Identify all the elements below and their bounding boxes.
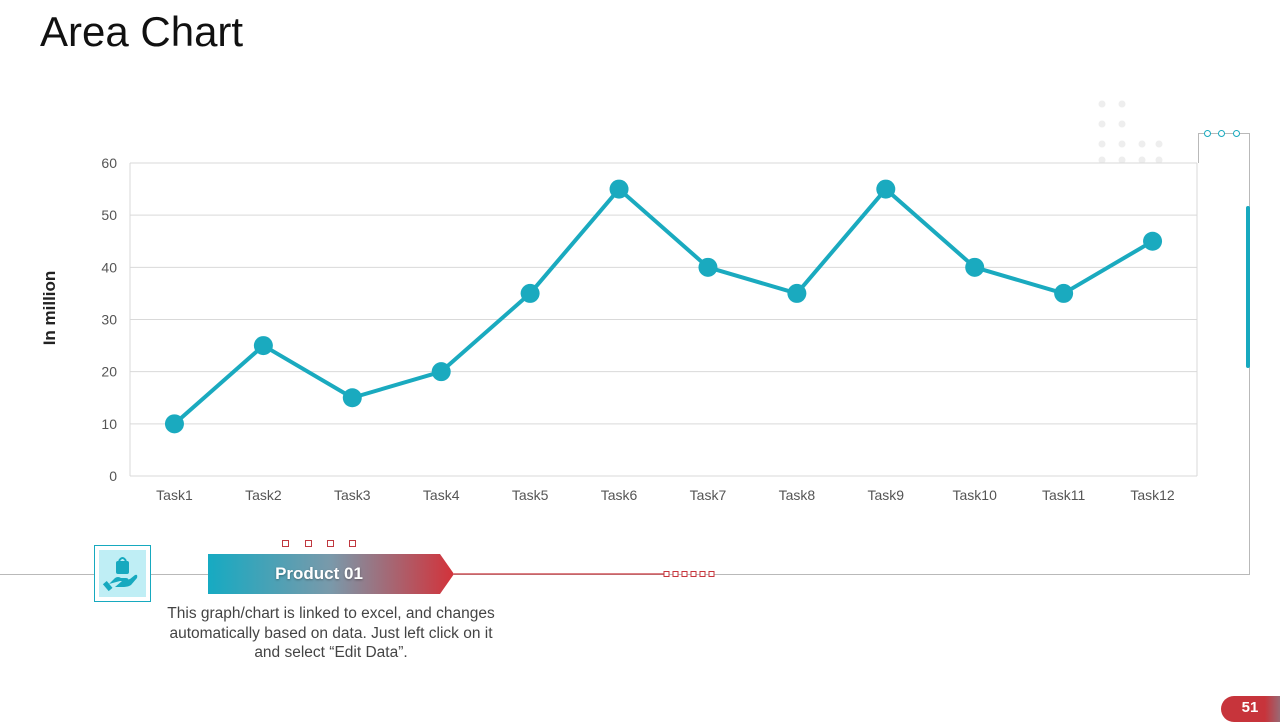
hand-holding-bag-icon <box>102 557 138 592</box>
y-tick-label: 30 <box>101 312 117 328</box>
x-tick-label: Task1 <box>156 487 193 503</box>
frame-circle <box>1218 130 1225 137</box>
decorative-dot-grid <box>1098 100 1163 164</box>
data-point <box>876 179 896 199</box>
y-tick-label: 0 <box>109 468 117 484</box>
x-tick-label: Task3 <box>334 487 371 503</box>
x-tick-label: Task10 <box>953 487 998 503</box>
x-tick-label: Task5 <box>512 487 549 503</box>
y-tick-label: 40 <box>101 259 117 275</box>
decorative-square <box>327 540 334 547</box>
y-tick-label: 10 <box>101 416 117 432</box>
data-point <box>253 336 273 356</box>
data-point <box>342 388 362 408</box>
product-icon-background <box>99 550 146 597</box>
decorative-square <box>349 540 356 547</box>
data-point <box>1054 283 1074 303</box>
y-tick-label: 50 <box>101 207 117 223</box>
frame-circle <box>1233 130 1240 137</box>
data-point <box>164 414 184 434</box>
y-axis-label: In million <box>40 270 59 346</box>
page-number: 51 <box>1241 699 1259 716</box>
x-tick-label: Task11 <box>1042 487 1086 503</box>
data-point <box>965 257 985 277</box>
data-point <box>787 283 807 303</box>
x-tick-label: Task9 <box>868 487 905 503</box>
product-tag-shape <box>208 554 454 594</box>
chart-description: This graph/chart is linked to excel, and… <box>167 605 495 661</box>
frame-line-left-short <box>1198 133 1199 163</box>
x-tick-label: Task4 <box>423 487 460 503</box>
y-tick-label: 60 <box>101 155 117 171</box>
x-tick-label: Task12 <box>1130 487 1175 503</box>
y-tick-label: 20 <box>101 364 117 380</box>
decorative-square <box>282 540 289 547</box>
x-tick-label: Task2 <box>245 487 282 503</box>
data-point <box>1143 231 1163 251</box>
product-icon-box <box>94 545 151 602</box>
x-tick-label: Task7 <box>690 487 727 503</box>
data-point <box>520 283 540 303</box>
decorative-square <box>305 540 312 547</box>
x-tick-label: Task8 <box>779 487 816 503</box>
x-tick-label: Task6 <box>601 487 638 503</box>
frame-circle <box>1204 130 1211 137</box>
series-line <box>173 187 1154 426</box>
accent-bar <box>1246 206 1250 368</box>
data-point <box>698 257 718 277</box>
data-point <box>431 362 451 382</box>
product-label: Product 01 <box>275 564 363 583</box>
data-point <box>609 179 629 199</box>
page-number-badge <box>1221 696 1280 722</box>
slide-title: Area Chart <box>40 8 244 55</box>
